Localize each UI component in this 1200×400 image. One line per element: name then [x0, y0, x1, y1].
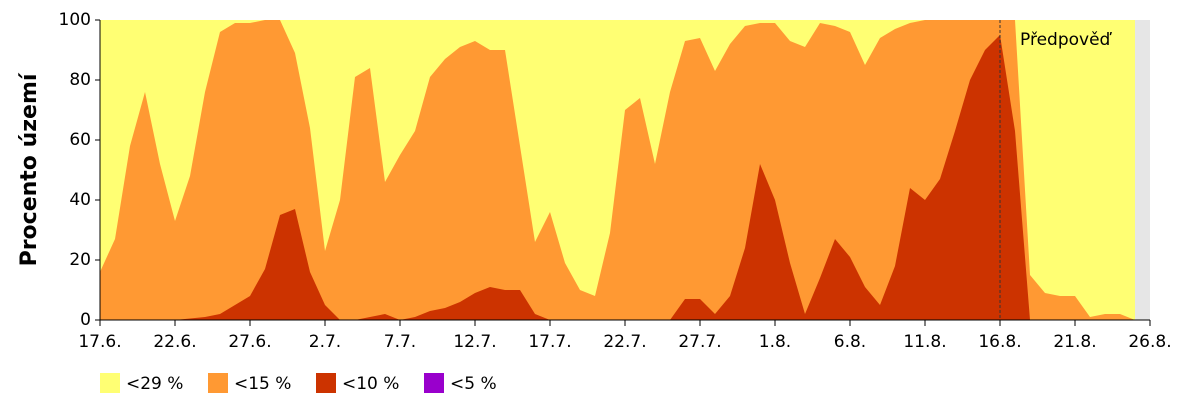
legend-label: <29 % [126, 374, 183, 394]
legend-swatch [100, 373, 120, 393]
legend-label: <10 % [342, 374, 399, 394]
legend-swatch [208, 373, 228, 393]
y-tick-label: 40 [69, 190, 91, 210]
x-tick-label: 17.6. [78, 332, 121, 352]
x-tick-label: 1.8. [759, 332, 791, 352]
x-tick-label: 11.8. [903, 332, 946, 352]
y-tick-label: 100 [59, 10, 91, 30]
y-axis-label: Procento území [17, 72, 42, 266]
legend-item: <15 % [208, 373, 291, 394]
x-tick-label: 17.7. [528, 332, 571, 352]
y-tick-label: 20 [69, 250, 91, 270]
legend-swatch [316, 373, 336, 393]
x-tick-label: 27.6. [228, 332, 271, 352]
legend-item: <10 % [316, 373, 399, 394]
y-tick-label: 80 [69, 70, 91, 90]
legend-label: <15 % [234, 374, 291, 394]
y-tick-label: 0 [80, 310, 91, 330]
x-tick-label: 22.7. [603, 332, 646, 352]
legend-item: <29 % [100, 373, 183, 394]
x-tick-label: 12.7. [453, 332, 496, 352]
x-tick-label: 22.6. [153, 332, 196, 352]
x-tick-label: 21.8. [1053, 332, 1096, 352]
legend-item: <5 % [424, 373, 497, 394]
legend-swatch [424, 373, 444, 393]
legend-label: <5 % [450, 374, 497, 394]
y-tick-label: 60 [69, 130, 91, 150]
x-tick-label: 6.8. [834, 332, 866, 352]
x-tick-label: 2.7. [309, 332, 341, 352]
x-tick-label: 16.8. [978, 332, 1021, 352]
x-tick-label: 26.8. [1128, 332, 1171, 352]
x-tick-label: 7.7. [384, 332, 416, 352]
annotation: Předpověď [1020, 30, 1113, 50]
area [100, 20, 1135, 320]
x-tick-label: 27.7. [678, 332, 721, 352]
